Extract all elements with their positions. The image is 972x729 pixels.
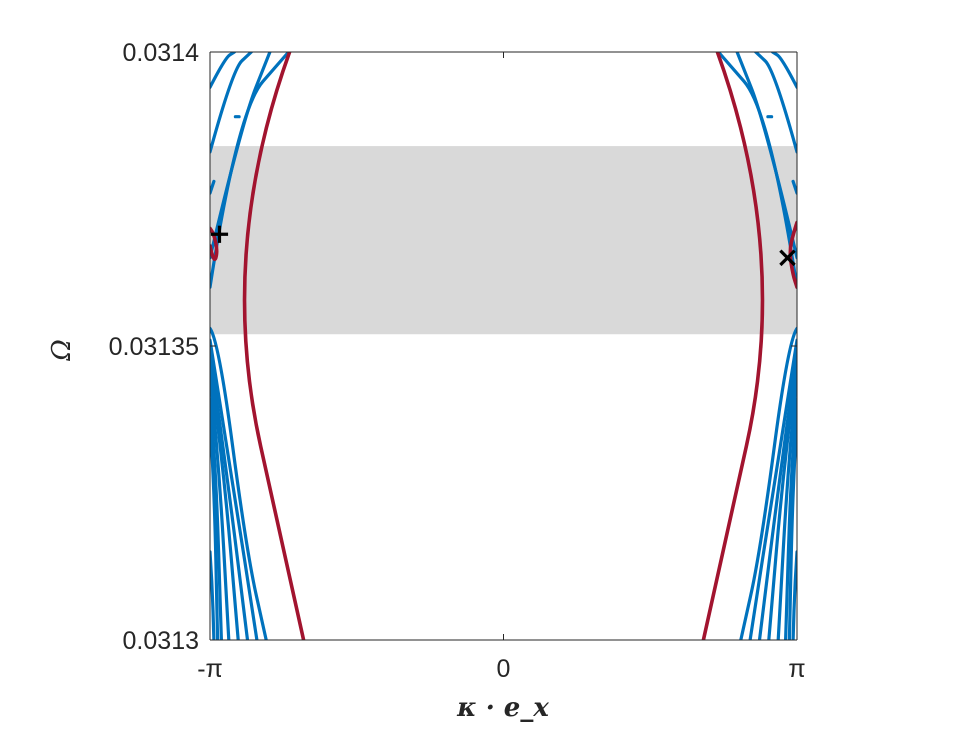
bulk-band-right-8 [757,350,797,640]
bulk-band-right-6 [739,326,797,640]
bulk-band-left-4 [210,179,216,195]
bulk-band-right-2 [754,52,797,154]
tick-layer: -π 0 π 0.0313 0.03135 0.0314 [109,39,806,683]
bulk-band-right-9 [767,362,797,640]
y-axis-label: Ω [47,339,77,362]
bulk-band-left-6 [210,326,268,640]
cross-marker [779,249,796,267]
bulk-band-left-7 [210,338,259,640]
bulk-band-right-10 [776,373,797,640]
band-gap-layer [210,146,797,335]
bulk-band-right-3 [771,52,797,89]
bulk-band-left-3 [210,52,236,89]
bulk-band-left-8 [210,350,250,640]
bulk-band-right-7 [748,338,797,640]
bulk-band-right-1 [735,52,797,260]
bulk-band-right-12 [787,420,797,640]
x-axis-label-text: κ · e_x [456,693,549,723]
marker-layer [210,225,796,267]
x-tick-label-2: π [788,655,805,683]
x-tick-label-0: -π [197,655,223,683]
bulk-band-layer [210,52,797,640]
x-tick-label-1: 0 [497,655,511,683]
bulk-band-left-1 [210,52,272,260]
axes-frame [209,51,798,641]
edge-state-left-0 [242,52,306,640]
bulk-band-left-12 [210,420,220,640]
edge-state-layer [210,52,797,640]
bulk-band-left-11 [210,397,223,640]
y-tick-label-1: 0.03135 [109,333,199,361]
bulk-band-left-10 [210,373,231,640]
x-axis-label: κ · e_x [456,693,549,723]
y-tick-label-0: 0.0313 [123,627,199,655]
band-gap-region [210,146,797,335]
bulk-band-left-9 [210,362,240,640]
bulk-band-left-2 [210,52,253,154]
bulk-band-right-4 [791,179,797,195]
bulk-band-left-13 [210,550,216,640]
y-tick-label-2: 0.0314 [123,39,200,67]
bulk-band-right-11 [784,397,797,640]
edge-state-right-0 [701,52,765,640]
bulk-band-right-13 [791,550,797,640]
cross-marker-b [779,249,796,267]
plus-marker [210,225,229,243]
